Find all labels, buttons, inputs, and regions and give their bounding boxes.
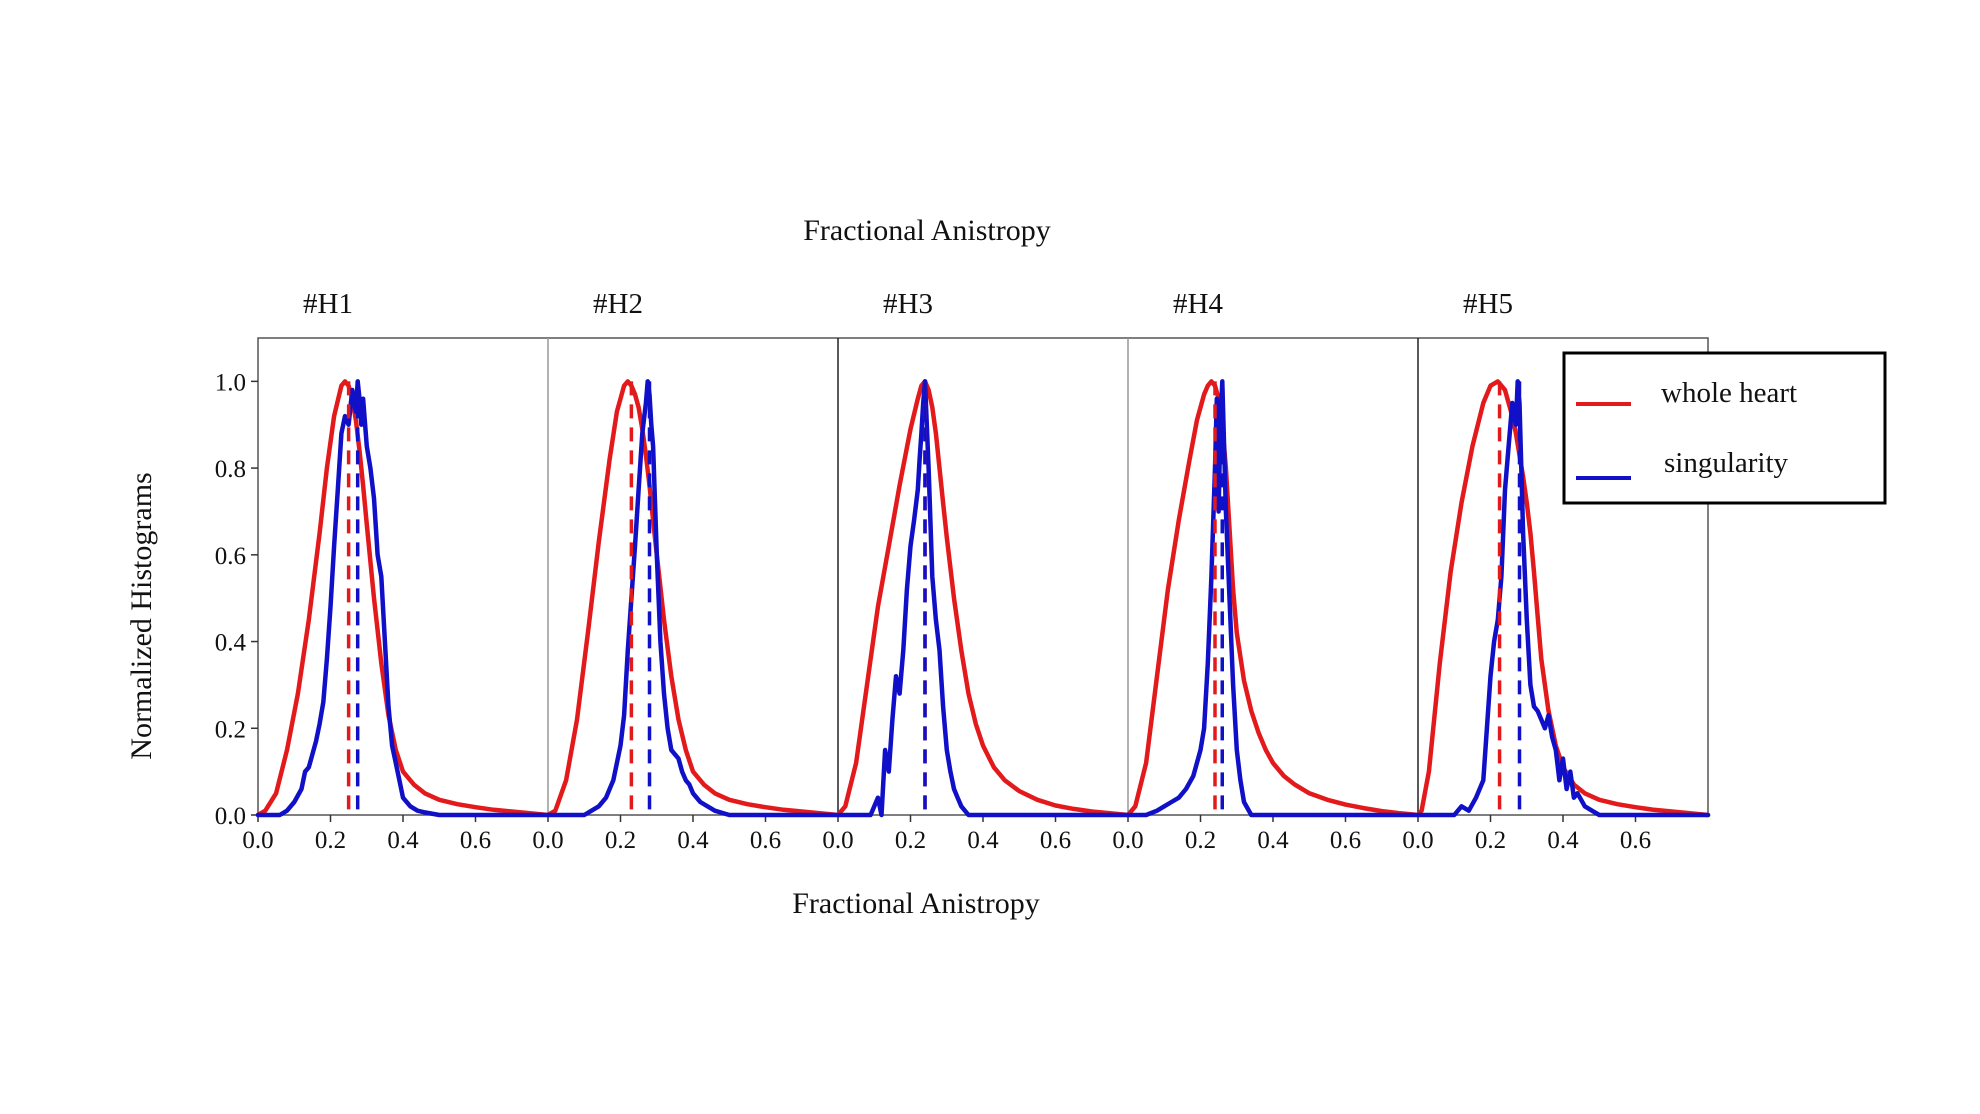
whole-heart-curve xyxy=(255,379,551,818)
whole-heart-curve xyxy=(1415,379,1711,818)
legend-label-whole-heart: whole heart xyxy=(1661,377,1797,409)
x-tick-label: 0.0 xyxy=(242,827,273,854)
x-tick-label: 0.6 xyxy=(750,827,781,854)
singularity-curve xyxy=(255,379,551,818)
legend-label-singularity: singularity xyxy=(1664,447,1789,479)
whole-heart-curve xyxy=(545,379,841,818)
x-tick-label: 0.2 xyxy=(895,827,926,854)
x-tick-label: 0.6 xyxy=(1040,827,1071,854)
x-tick-label: 0.4 xyxy=(1547,827,1579,854)
singularity-curve xyxy=(1125,379,1421,818)
singularity-curve xyxy=(1415,379,1711,818)
x-tick-label: 0.0 xyxy=(1402,827,1433,854)
y-tick-label: 0.4 xyxy=(215,630,247,657)
panel-title: #H3 xyxy=(883,288,933,320)
panel-title: #H1 xyxy=(303,288,353,320)
legend: whole heart singularity xyxy=(1562,351,1887,505)
legend-frame xyxy=(1562,351,1887,505)
whole-heart-curve xyxy=(835,379,1131,818)
x-tick-label: 0.6 xyxy=(1620,827,1651,854)
x-tick-label: 0.0 xyxy=(532,827,563,854)
y-tick-label: 0.2 xyxy=(215,716,246,743)
x-tick-label: 0.6 xyxy=(1330,827,1361,854)
panel-title: #H2 xyxy=(593,288,643,320)
top-axis-title: Fractional Anistropy xyxy=(803,214,1050,247)
y-tick-label: 0.6 xyxy=(215,543,246,570)
x-tick-label: 0.2 xyxy=(1475,827,1506,854)
x-tick-label: 0.0 xyxy=(1112,827,1143,854)
panel-title: #H5 xyxy=(1463,288,1513,320)
singularity-curve xyxy=(545,379,841,818)
x-tick-label: 0.4 xyxy=(967,827,999,854)
x-tick-label: 0.4 xyxy=(677,827,709,854)
plot-area: 0.00.20.40.60.81.0#H10.0 0.2 0.4 0.6#H20.0 0… xyxy=(215,288,1711,854)
y-tick-label: 0.0 xyxy=(215,803,246,830)
singularity-curve xyxy=(835,379,1131,818)
x-tick-label: 0.0 xyxy=(822,827,853,854)
x-tick-label: 0.2 xyxy=(1185,827,1216,854)
x-tick-label: 0.4 xyxy=(387,827,419,854)
y-axis-title: Normalized Histograms xyxy=(125,472,158,759)
x-tick-label: 0.2 xyxy=(315,827,346,854)
x-tick-label: 0.6 xyxy=(460,827,491,854)
x-tick-label: 0.2 xyxy=(605,827,636,854)
x-tick-label: 0.4 xyxy=(1257,827,1289,854)
y-tick-label: 1.0 xyxy=(215,369,246,396)
whole-heart-curve xyxy=(1125,379,1421,818)
panel-title: #H4 xyxy=(1173,288,1223,320)
x-axis-title: Fractional Anistropy xyxy=(792,887,1039,920)
y-tick-label: 0.8 xyxy=(215,456,246,483)
